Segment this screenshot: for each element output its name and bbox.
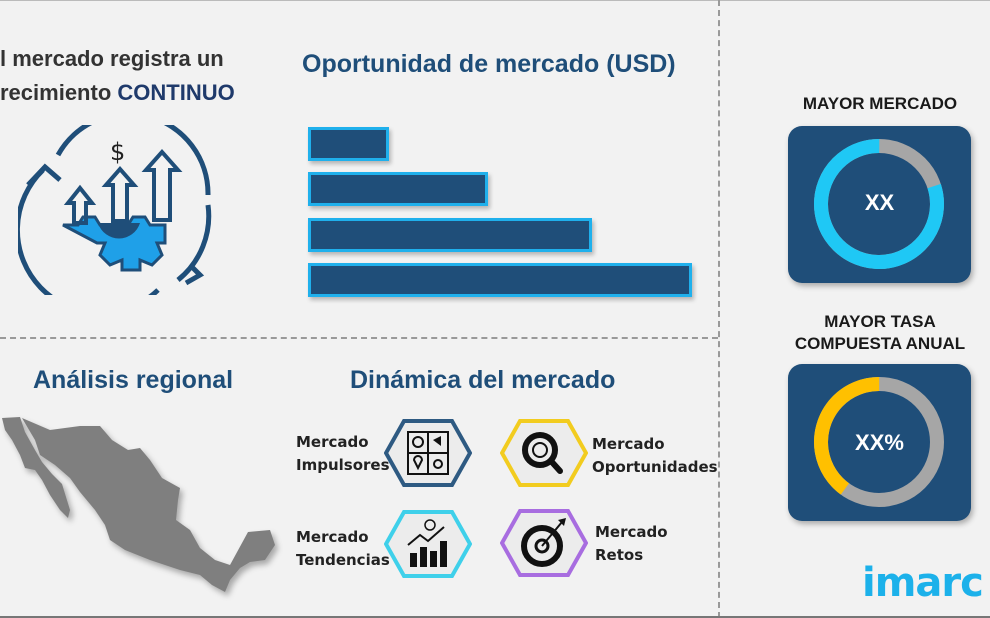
bar [308,263,692,297]
label-line: Tendencias [296,551,390,569]
kpi-title-line: COMPUESTA ANUAL [794,334,966,353]
label-line: Mercado [592,435,665,453]
svg-text:$: $ [110,138,125,166]
mexico-map [2,417,275,592]
bar [308,172,489,206]
kpi-cagr-value: XX% [855,430,904,455]
label-line: Oportunidades [592,458,718,476]
label-line: Mercado [296,433,369,451]
dynamics-title: Dinámica del mercado [350,366,616,394]
kpi-cagr-title: MAYOR TASA COMPUESTA ANUAL [780,311,980,355]
imarc-logo: imarc [862,560,984,606]
bottom-border [0,616,990,618]
vertical-divider [718,0,720,618]
challenges-label: Mercado Retos [595,521,668,567]
label-line: Mercado [595,523,668,541]
regional-title: Análisis regional [33,366,234,394]
kpi-title-line: MAYOR TASA [824,312,936,331]
headline-line2-prefix: recimiento [0,80,118,105]
horizontal-divider [0,337,718,339]
label-line: Impulsores [296,456,390,474]
drivers-label: Mercado Impulsores [296,431,390,477]
magnifier-dollar-icon [500,419,588,487]
target-icon [500,509,588,577]
donut-cagr [814,377,944,507]
top-border [0,0,990,1]
trends-label: Mercado Tendencias [296,526,390,572]
headline-line2: recimiento CONTINUO [0,76,235,110]
opportunities-label: Mercado Oportunidades [592,433,718,479]
label-line: Retos [595,546,644,564]
bar [308,127,389,161]
growth-chart-icon [384,510,472,578]
kpi-largest-market-card: XX [788,126,971,283]
donut-value-arc [814,377,944,507]
headline-line1: l mercado registra un [0,46,224,71]
opportunity-title: Oportunidad de mercado (USD) [302,50,676,78]
puzzle-icon [384,419,472,487]
label-line: Mercado [296,528,369,546]
headline-emphasis: CONTINUO [117,80,235,105]
kpi-cagr-card: XX% [788,364,971,521]
kpi-largest-market-title: MAYOR MERCADO [802,94,958,113]
donut-largest-market [814,139,944,269]
kpi-largest-market-value: XX [864,190,895,215]
growth-gear-icon: $ [18,125,212,295]
headline: l mercado registra un recimiento CONTINU… [0,42,235,110]
bar [308,218,593,252]
